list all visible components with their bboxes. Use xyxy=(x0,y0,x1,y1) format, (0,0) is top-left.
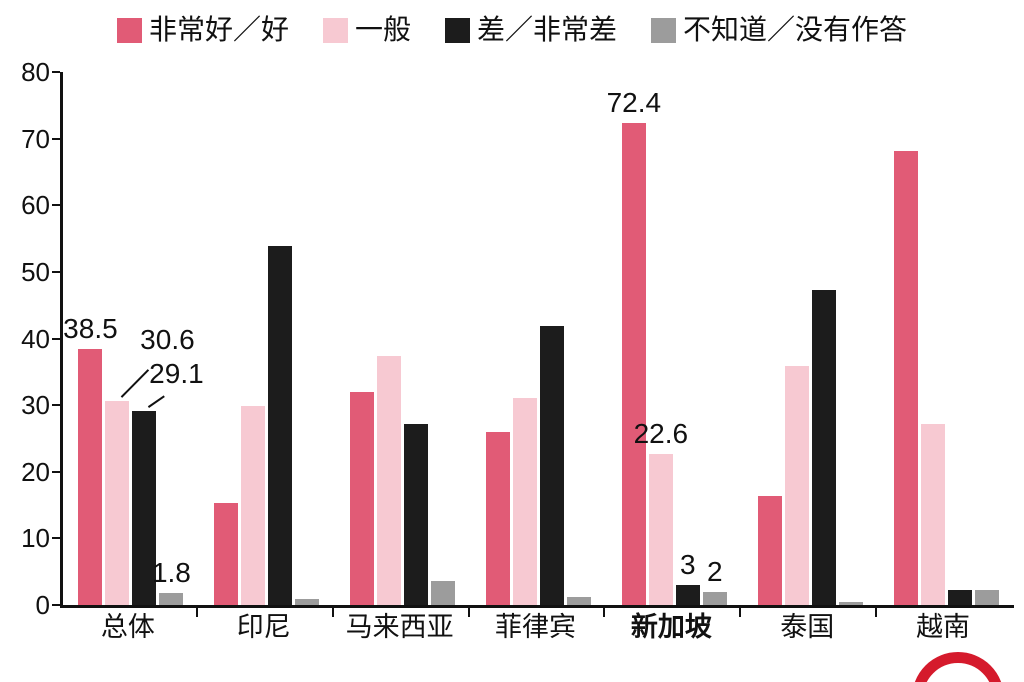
bar-group5-series2 xyxy=(648,454,673,605)
legend-item-2: 一般 xyxy=(322,14,411,46)
bar-group5-series1 xyxy=(621,122,646,605)
legend-swatch-icon xyxy=(445,17,470,43)
x-axis-label-4: 菲律宾 xyxy=(495,612,576,642)
bar-group5-series4 xyxy=(702,591,727,605)
legend-item-1: 非常好／好 xyxy=(116,14,289,46)
bar-group1-series1 xyxy=(78,348,103,605)
legend-swatch-icon xyxy=(322,17,348,43)
bar-group4-series3 xyxy=(540,325,564,605)
x-axis-label-1: 总体 xyxy=(100,612,155,642)
value-label-29.1: 29.1 xyxy=(149,358,204,390)
y-tick-label: 10 xyxy=(21,523,50,554)
legend-swatch-icon xyxy=(116,17,142,43)
y-tick-mark xyxy=(52,71,60,73)
y-tick-mark xyxy=(52,337,60,340)
bar-group6-series4 xyxy=(838,601,863,605)
bar-group2-series4 xyxy=(295,599,320,605)
value-label-3: 3 xyxy=(680,549,696,581)
bar-group4-series1 xyxy=(486,431,510,605)
y-tick-label: 30 xyxy=(21,390,50,421)
x-tick-mark xyxy=(467,608,470,617)
bar-group7-series1 xyxy=(893,150,918,605)
y-tick-mark xyxy=(52,137,60,140)
x-axis-label-6: 泰国 xyxy=(780,612,835,642)
x-tick-mark xyxy=(875,608,878,617)
y-tick-label: 20 xyxy=(21,456,50,487)
bar-group6-series3 xyxy=(811,289,836,605)
leader-line xyxy=(147,395,165,408)
legend-item-4: 不知道／没有作答 xyxy=(651,14,907,46)
y-tick-mark xyxy=(52,204,60,207)
bar-group3-series1 xyxy=(350,391,375,605)
x-tick-mark xyxy=(331,608,334,617)
legend-label: 差／非常差 xyxy=(477,14,618,45)
bar-group4-series2 xyxy=(513,398,537,605)
bar-group6-series1 xyxy=(757,495,782,605)
x-tick-mark xyxy=(603,608,606,617)
x-axis-label-5: 新加坡 xyxy=(630,612,712,642)
value-label-1.8: 1.8 xyxy=(151,557,191,589)
bar-group3-series3 xyxy=(404,423,429,605)
y-tick-label: 0 xyxy=(35,590,50,620)
legend-item-3: 差／非常差 xyxy=(445,14,617,46)
value-label-2: 2 xyxy=(707,555,723,587)
y-tick-mark xyxy=(52,404,60,407)
y-tick-label: 70 xyxy=(21,123,50,154)
y-tick-mark xyxy=(52,604,60,606)
y-tick-label: 50 xyxy=(21,256,50,287)
bar-group2-series2 xyxy=(241,406,266,605)
legend-label: 非常好／好 xyxy=(148,14,289,45)
x-tick-mark xyxy=(195,608,198,617)
legend-label: 一般 xyxy=(354,14,411,45)
value-label-38.5: 38.5 xyxy=(63,312,118,344)
bar-group3-series2 xyxy=(377,355,402,605)
bar-group7-series3 xyxy=(947,589,972,605)
y-tick-label: 60 xyxy=(21,190,50,221)
bar-group4-series4 xyxy=(567,597,591,605)
bar-group7-series2 xyxy=(920,424,945,605)
bar-group2-series3 xyxy=(268,245,293,605)
value-label-72.4: 72.4 xyxy=(606,86,662,118)
value-label-30.6: 30.6 xyxy=(140,324,195,356)
bar-group3-series4 xyxy=(431,581,456,605)
bar-group1-series4 xyxy=(159,593,184,605)
y-tick-mark xyxy=(52,537,60,540)
y-tick-label: 40 xyxy=(21,323,50,354)
bar-group6-series2 xyxy=(784,366,809,605)
value-label-22.6: 22.6 xyxy=(633,418,689,450)
x-tick-mark xyxy=(739,608,742,617)
bar-group7-series4 xyxy=(974,589,999,605)
x-axis-label-3: 马来西亚 xyxy=(345,612,454,642)
x-axis-label-2: 印尼 xyxy=(236,612,291,642)
bar-group5-series3 xyxy=(675,585,700,605)
y-tick-mark xyxy=(52,270,60,273)
y-tick-label: 80 xyxy=(21,57,50,87)
bar-group2-series1 xyxy=(214,503,239,605)
red-circle-logo xyxy=(912,652,1004,682)
plot-area: 38.5 30.6 29.1 1.8 72.4 22.6 3 2 xyxy=(60,72,1014,608)
leader-line xyxy=(120,369,150,398)
x-axis-label-7: 越南 xyxy=(916,612,971,642)
legend-swatch-icon xyxy=(651,17,677,43)
bar-group1-series3 xyxy=(132,411,157,605)
legend-label: 不知道／没有作答 xyxy=(683,14,908,45)
chart-legend: 非常好／好 一般 差／非常差 不知道／没有作答 xyxy=(0,14,1024,46)
annotation-leader-lines xyxy=(120,369,165,408)
bar-group1-series2 xyxy=(105,401,130,605)
y-tick-mark xyxy=(52,470,60,473)
